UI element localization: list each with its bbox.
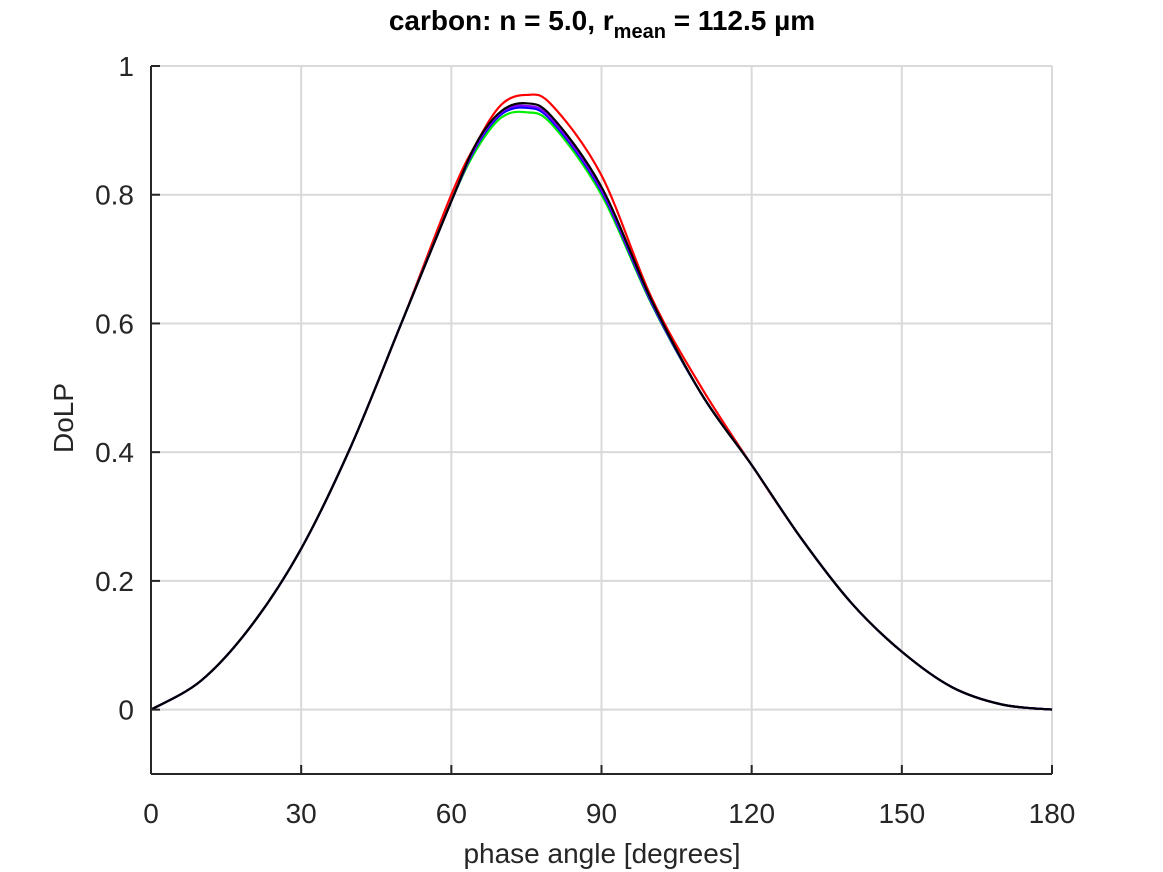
- x-tick-label: 90: [586, 798, 617, 829]
- x-tick-label: 150: [878, 798, 925, 829]
- x-tick-label: 180: [1029, 798, 1076, 829]
- x-tick-label: 30: [286, 798, 317, 829]
- x-tick-label: 120: [728, 798, 775, 829]
- x-tick-label: 0: [143, 798, 159, 829]
- y-tick-label: 1: [118, 51, 134, 82]
- y-tick-label: 0.4: [95, 437, 134, 468]
- y-tick-label: 0.6: [95, 308, 134, 339]
- series-lines: [150, 93, 1053, 711]
- axes: [150, 65, 1053, 775]
- grid-lines: [151, 65, 1053, 774]
- y-tick-label: 0: [118, 695, 134, 726]
- y-tick-label: 0.8: [95, 180, 134, 211]
- series-line-black: [150, 102, 1053, 711]
- tick-labels: 0 30 60 90 120 150 180 0 0.2 0.4 0.6 0.8 1: [95, 51, 1075, 829]
- chart-title: carbon: n = 5.0, rmean = 112.5 µm: [389, 5, 815, 43]
- x-axis-label: phase angle [degrees]: [463, 838, 740, 869]
- y-tick-label: 0.2: [95, 566, 134, 597]
- x-tick-label: 60: [436, 798, 467, 829]
- y-axis-label: DoLP: [48, 383, 79, 453]
